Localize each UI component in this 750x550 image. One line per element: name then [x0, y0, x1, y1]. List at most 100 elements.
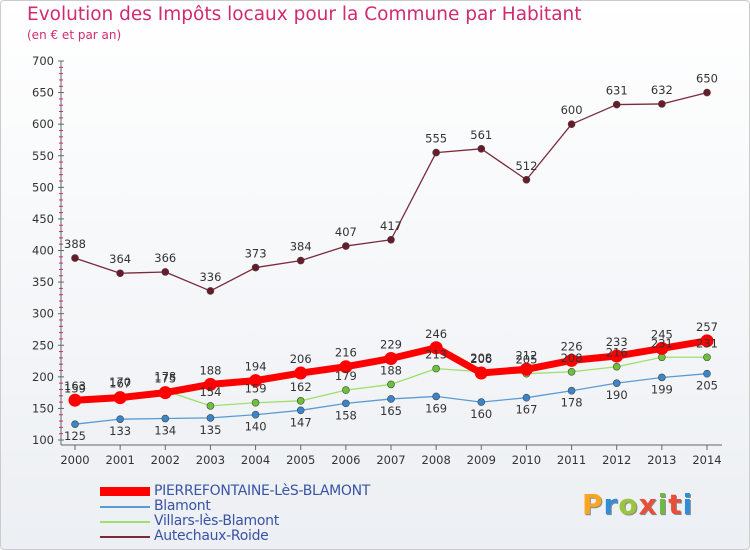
x-tick-label: 2004	[241, 453, 270, 467]
y-tick-label: 150	[32, 401, 54, 415]
data-point	[432, 364, 440, 373]
y-tick-label: 700	[32, 54, 54, 68]
data-point	[296, 397, 305, 405]
data-point	[703, 353, 711, 362]
legend-label: PIERREFONTAINE-LèS-BLAMONT	[154, 483, 371, 499]
data-label: 175	[154, 372, 176, 386]
x-tick-label: 2014	[692, 453, 721, 467]
data-label: 650	[696, 72, 718, 86]
data-label: 199	[651, 382, 673, 396]
data-label: 188	[380, 363, 402, 377]
data-label: 190	[606, 388, 628, 402]
data-label: 336	[199, 270, 221, 284]
data-label: 366	[154, 251, 176, 265]
data-point	[249, 374, 263, 388]
y-tick-label: 550	[32, 149, 54, 163]
data-label: 561	[470, 128, 492, 142]
data-label: 159	[64, 382, 86, 396]
data-label: 246	[425, 327, 447, 341]
data-label: 417	[380, 219, 402, 233]
data-label: 213	[425, 348, 447, 362]
data-point	[565, 353, 579, 367]
data-label: 384	[290, 240, 312, 254]
y-tick-label: 400	[32, 244, 54, 258]
x-tick-label: 2008	[422, 453, 451, 467]
data-point	[158, 386, 172, 400]
data-point	[206, 402, 215, 410]
data-label: 233	[606, 335, 628, 349]
logo-letter: i	[657, 488, 669, 521]
data-point	[161, 414, 170, 423]
data-label: 158	[335, 408, 357, 422]
data-point	[612, 379, 621, 387]
legend-label: Villars-lès-Blamont	[154, 513, 279, 529]
legend-swatch	[100, 506, 150, 508]
data-point	[206, 287, 215, 295]
data-point	[339, 360, 353, 374]
data-label: 364	[109, 252, 131, 266]
data-point	[655, 341, 669, 355]
data-point	[342, 386, 350, 394]
data-label: 216	[335, 346, 357, 360]
data-point	[206, 414, 215, 422]
x-tick-label: 2006	[331, 453, 360, 467]
x-tick-label: 2001	[106, 453, 135, 467]
data-label: 205	[696, 379, 718, 393]
data-label: 512	[515, 159, 537, 173]
data-point	[612, 100, 621, 109]
x-tick-label: 2003	[196, 453, 225, 467]
logo-letter: P	[582, 488, 604, 521]
data-point	[68, 393, 82, 407]
x-tick-label: 2009	[467, 453, 496, 467]
data-label: 231	[651, 336, 673, 350]
data-point	[477, 145, 486, 153]
x-tick-label: 2007	[376, 453, 405, 467]
data-label: 170	[109, 375, 131, 389]
data-label: 373	[245, 247, 267, 261]
x-tick-label: 2000	[60, 453, 89, 467]
y-tick-label: 100	[32, 433, 54, 447]
data-point	[251, 410, 260, 419]
data-point	[387, 395, 395, 403]
data-point	[567, 367, 576, 376]
data-point	[296, 406, 305, 415]
data-label: 388	[64, 237, 86, 251]
data-point	[700, 334, 714, 348]
data-label: 134	[154, 424, 176, 438]
data-point	[703, 369, 711, 378]
data-label: 194	[245, 360, 267, 374]
y-tick-label: 600	[32, 117, 54, 131]
data-point	[610, 349, 624, 363]
data-label: 165	[380, 404, 402, 418]
data-point	[567, 120, 576, 128]
logo-letter: i	[682, 488, 694, 521]
x-tick-label: 2010	[512, 453, 541, 467]
data-label: 632	[651, 83, 673, 97]
data-point	[342, 242, 350, 250]
data-label: 162	[290, 380, 312, 394]
data-point	[387, 235, 395, 244]
data-label: 229	[380, 338, 402, 352]
data-label: 407	[335, 225, 357, 239]
data-point	[432, 392, 440, 401]
data-label: 231	[696, 336, 718, 350]
data-point	[161, 268, 170, 276]
data-point	[113, 391, 127, 405]
logo-letter: o	[618, 488, 639, 521]
x-tick-label: 2002	[151, 453, 180, 467]
data-label: 154	[199, 385, 221, 399]
proxiti-logo: Proxiti	[582, 488, 693, 521]
x-tick-label: 2011	[557, 453, 586, 467]
data-label: 167	[109, 377, 131, 391]
data-label: 147	[290, 415, 312, 429]
legend-label: Blamont	[154, 498, 211, 514]
data-point	[203, 377, 217, 391]
data-label: 208	[470, 351, 492, 365]
data-label: 631	[606, 84, 628, 98]
y-tick-label: 650	[32, 86, 54, 100]
data-point	[658, 373, 666, 382]
data-label: 226	[561, 339, 583, 353]
data-label: 159	[245, 382, 267, 396]
